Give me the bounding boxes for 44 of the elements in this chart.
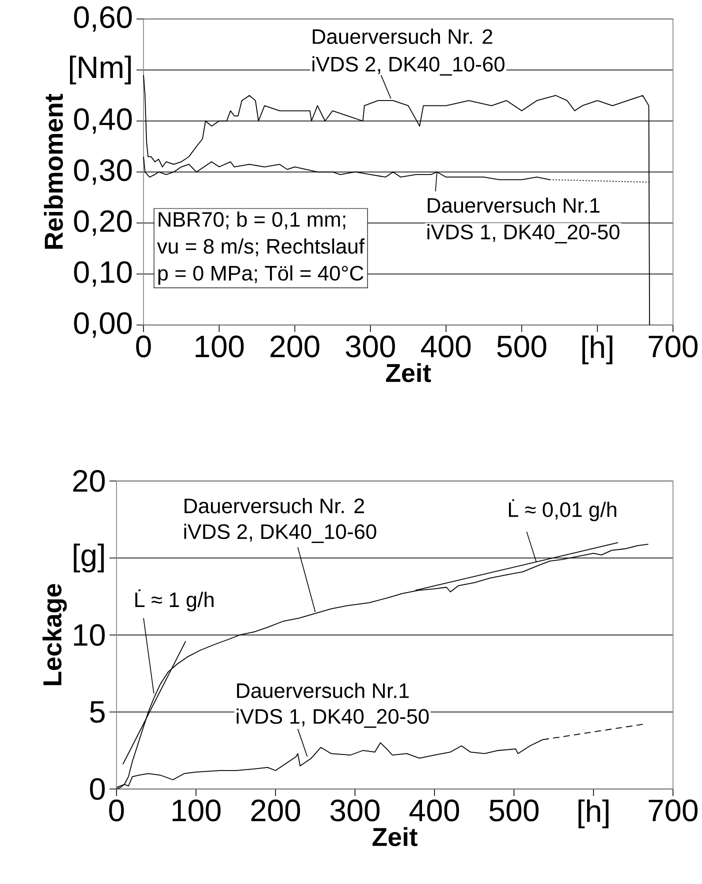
x-tick-label: 100 bbox=[172, 800, 221, 822]
x-tick-label: 700 bbox=[648, 336, 698, 358]
x-tick-label: 400 bbox=[409, 800, 460, 822]
y-tick-label: 10 bbox=[74, 624, 105, 646]
x-tick-label: 300 bbox=[330, 800, 380, 822]
x-axis-title: Zeit bbox=[386, 363, 431, 382]
annotation: Dauerversuch Nr. 2 bbox=[312, 28, 492, 44]
y-tick-label: 20 bbox=[73, 470, 105, 492]
x-tick-label: 100 bbox=[196, 336, 244, 358]
y-axis-title: Leckage bbox=[42, 584, 67, 686]
y-tick-label: [g] bbox=[74, 544, 104, 572]
x-tick-label: 200 bbox=[251, 800, 300, 822]
annotation: L̇ ≈ 1 g/h bbox=[135, 589, 214, 612]
x-tick-label: 500 bbox=[497, 336, 546, 358]
x-tick-label: 300 bbox=[346, 336, 395, 358]
y-tick-label: 0,10 bbox=[74, 261, 132, 287]
annotation: NBR70; b = 0,1 mm; bbox=[158, 211, 346, 230]
x-axis-title: Zeit bbox=[372, 827, 418, 846]
y-tick-label: [Nm] bbox=[70, 56, 131, 84]
annotation: L̇ ≈ 0,01 g/h bbox=[508, 499, 616, 522]
annotation: iVDS 1, DK40_20-50 bbox=[427, 224, 620, 244]
x-tick-label: 500 bbox=[489, 800, 539, 822]
y-tick-label: 0,20 bbox=[74, 210, 132, 236]
y-tick-label: 0,30 bbox=[74, 159, 132, 185]
annotation: Dauerversuch Nr.1 bbox=[428, 197, 600, 213]
y-tick-label: 0,60 bbox=[74, 6, 132, 32]
annotation: Dauerversuch Nr.1 bbox=[237, 682, 409, 698]
annotation: iVDS 2, DK40_10-60 bbox=[184, 524, 376, 544]
x-tick-label: 700 bbox=[648, 800, 698, 822]
x-tick-label: 400 bbox=[420, 336, 471, 358]
annotation: vu = 8 m/s; Rechtslauf bbox=[157, 238, 365, 256]
x-tick-label: 0 bbox=[136, 336, 151, 358]
annotation: iVDS 2, DK40_10-60 bbox=[312, 56, 504, 76]
y-tick-label: 0,40 bbox=[74, 108, 132, 134]
annotation: p = 0 MPa; Töl = 40°C bbox=[158, 265, 364, 285]
y-axis-title: Reibmoment bbox=[44, 94, 63, 249]
x-tick-label: [h] bbox=[582, 336, 612, 364]
y-tick-label: 5 bbox=[90, 701, 105, 723]
x-tick-label: 200 bbox=[270, 336, 320, 358]
x-tick-label: [h] bbox=[578, 800, 608, 828]
annotation: iVDS 1, DK40_20-50 bbox=[236, 708, 429, 728]
annotation: Dauerversuch Nr. 2 bbox=[184, 498, 364, 514]
y-tick-label: 0,00 bbox=[74, 312, 132, 338]
y-tick-label: 0 bbox=[90, 778, 105, 800]
